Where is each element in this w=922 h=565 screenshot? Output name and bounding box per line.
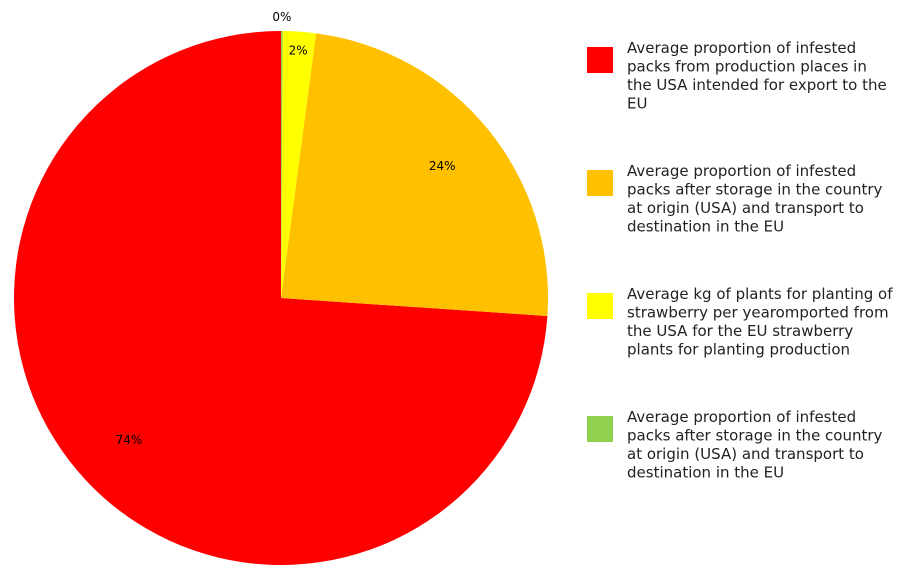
legend-item-2: Average proportion of infested packs afte…: [587, 162, 883, 236]
legend-swatch-2: [587, 170, 613, 196]
pie-slice-2: [281, 33, 548, 316]
legend-swatch-1: [587, 47, 613, 73]
legend-item-3: Average kg of plants for planting of stra…: [587, 285, 893, 359]
pie-slice-4: [281, 31, 283, 298]
slice-labels: 74% 24% 2% 0%: [116, 10, 456, 447]
legend-label-1: Average proportion of infested packs from…: [627, 39, 887, 113]
legend: Average proportion of infested packs from…: [587, 39, 893, 482]
slice-label-1: 74%: [116, 433, 143, 447]
legend-item-1: Average proportion of infested packs from…: [587, 39, 887, 113]
pie-slices: [13, 31, 548, 565]
pie-slice-1: [13, 31, 548, 565]
legend-swatch-3: [587, 293, 613, 319]
pie-slice-3: [281, 31, 317, 298]
legend-swatch-4: [587, 416, 613, 442]
legend-item-4: Average proportion of infested packs afte…: [587, 408, 883, 482]
legend-label-2: Average proportion of infested packs afte…: [627, 162, 883, 236]
slice-label-3: 2%: [289, 43, 308, 57]
legend-label-3: Average kg of plants for planting of stra…: [627, 285, 893, 359]
legend-label-4: Average proportion of infested packs afte…: [627, 408, 883, 482]
slice-label-2: 24%: [429, 159, 456, 173]
slice-label-4: 0%: [272, 10, 291, 24]
